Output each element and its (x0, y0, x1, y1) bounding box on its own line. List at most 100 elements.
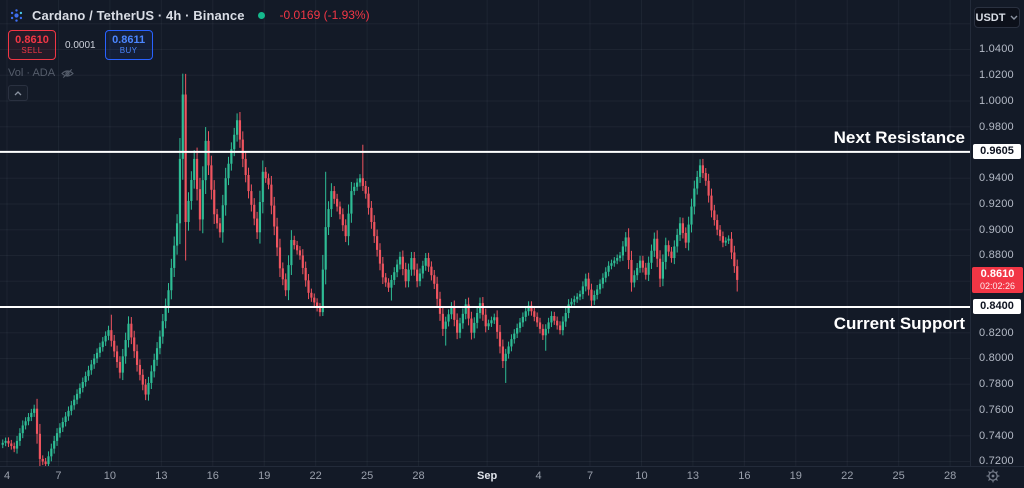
price-tick-label: 0.9400 (979, 172, 1014, 185)
chevron-up-icon (14, 90, 22, 95)
candle-body (673, 246, 676, 259)
price-tick-label: 1.0000 (979, 94, 1014, 107)
last-price-value: 0.8610 (980, 267, 1015, 280)
candle-body (364, 185, 367, 194)
candle-body (78, 387, 82, 394)
candle-body (458, 323, 462, 333)
candle-body (530, 305, 533, 312)
currency-dropdown-button[interactable]: USDT (974, 7, 1020, 28)
candle-body (661, 261, 664, 279)
candle-body (527, 305, 530, 312)
candle-body (244, 158, 247, 175)
buy-button[interactable]: 0.8611 BUY (104, 30, 153, 60)
candle-body (30, 412, 33, 418)
candle-body (536, 316, 539, 323)
candle-body (410, 258, 413, 270)
candle-body (716, 220, 719, 230)
candle-body (144, 384, 147, 395)
candle-body (404, 268, 407, 282)
eye-off-icon[interactable] (61, 68, 74, 79)
candle-body (1, 442, 4, 445)
candle-body (658, 258, 662, 279)
time-tick-label: 16 (738, 470, 751, 482)
candle-body (378, 249, 382, 264)
time-axis[interactable]: 4 7 10 13 16 19 22 25 28 Sep 4 7 10 13 16 19 22 25 28 (0, 466, 1024, 486)
chart-legend: Cardano / TetherUS · 4h · Binance -0.016… (8, 6, 370, 101)
candle-body (733, 252, 736, 267)
time-tick-label: 10 (635, 470, 648, 482)
candle-body (484, 314, 487, 327)
candle-body (304, 267, 307, 281)
candle-body (273, 205, 276, 227)
candle-body (278, 247, 282, 269)
candle-body (336, 198, 339, 207)
price-tick-label: 0.8000 (979, 352, 1014, 365)
candle-body (235, 120, 239, 135)
candle-body (416, 269, 419, 282)
collapse-pane-button[interactable] (8, 85, 28, 101)
time-tick-label: 7 (586, 470, 594, 482)
candle-body (453, 306, 456, 320)
time-tick-label: 16 (206, 470, 219, 482)
candle-body (253, 204, 256, 219)
candle-body (153, 359, 156, 372)
symbol-title[interactable]: Cardano / TetherUS · 4h · Binance (32, 7, 245, 23)
last-price-chip: 0.8610 02:02:26 (972, 266, 1023, 293)
candle-body (613, 260, 616, 264)
candle-body (215, 214, 219, 224)
chart-plot-area[interactable]: Next Resistance Current Support (0, 0, 970, 470)
candle-body (293, 240, 296, 246)
candle-body (498, 331, 502, 347)
candle-body (467, 304, 470, 319)
candle-body (107, 330, 110, 336)
candle-body (436, 283, 439, 299)
candle-body (433, 275, 436, 284)
candle-body (358, 178, 362, 183)
candle-body (478, 303, 482, 313)
candle-body (87, 370, 90, 377)
candle-body (344, 225, 347, 237)
candle-body (607, 265, 610, 272)
sell-label: SELL (21, 46, 43, 55)
level-label-current-support[interactable]: Current Support (834, 314, 966, 333)
candle-body (130, 323, 133, 338)
candle-body (287, 265, 290, 291)
sell-price: 0.8610 (15, 34, 49, 46)
candle-body (610, 263, 613, 266)
axis-settings-gear-icon[interactable] (986, 469, 1000, 483)
candle-body (390, 279, 393, 288)
candle-body (84, 376, 87, 383)
candle-body (258, 202, 262, 233)
candle-body (110, 330, 113, 341)
price-tick-label: 0.8800 (979, 249, 1014, 262)
candle-body (547, 322, 550, 329)
candle-body (327, 209, 330, 228)
level-label-next-resistance[interactable]: Next Resistance (834, 128, 965, 147)
candle-body (121, 356, 124, 373)
candle-body (710, 195, 713, 211)
candle-body (633, 275, 636, 283)
candle-body (175, 223, 179, 246)
gridlines (0, 0, 970, 466)
candle-body (201, 180, 204, 220)
time-tick-label: 4 (535, 470, 542, 482)
candle-body (318, 307, 322, 313)
price-axis[interactable]: USDT 1.0400 1.0200 1.0000 0.9800 0.9400 0.920… (970, 0, 1024, 467)
candle-body (164, 305, 167, 322)
time-tick-label: 22 (841, 470, 854, 482)
candle-body (18, 433, 21, 441)
candle-body (124, 340, 127, 357)
price-tick-label: 0.7800 (979, 378, 1014, 391)
candle-body (604, 271, 607, 278)
candle-body (564, 312, 567, 322)
candle-body (361, 178, 364, 186)
candle-body (184, 94, 187, 222)
candle-body (95, 352, 99, 359)
candle-body (81, 382, 84, 388)
candle-body (724, 240, 727, 243)
sell-button[interactable]: 0.8610 SELL (8, 30, 56, 60)
candle-body (127, 323, 130, 341)
candle-body (7, 440, 10, 444)
candle-body (353, 186, 356, 192)
price-tick-label: 0.9000 (979, 223, 1014, 236)
